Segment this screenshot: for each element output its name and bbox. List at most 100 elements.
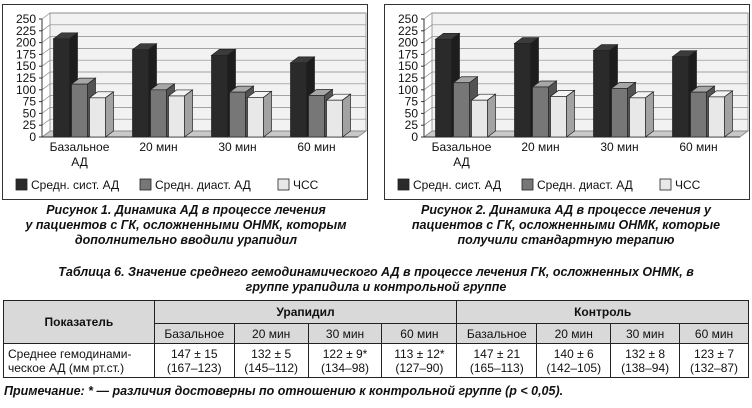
x-tick-label: 20 мин bbox=[521, 140, 559, 154]
subheader-cell: 60 мин bbox=[679, 323, 749, 344]
y-tick-label: 25 bbox=[23, 118, 37, 132]
y-tick-label: 225 bbox=[16, 24, 36, 38]
y-tick-label: 175 bbox=[398, 47, 418, 61]
legend-label: Средн. сист. АД bbox=[413, 178, 501, 192]
legend-label: ЧСС bbox=[293, 178, 319, 192]
bar bbox=[53, 38, 70, 138]
bar bbox=[89, 97, 106, 138]
bar bbox=[514, 43, 531, 138]
gridline bbox=[41, 36, 366, 43]
y-tick-label: 50 bbox=[23, 106, 37, 120]
legend-swatch bbox=[659, 178, 672, 191]
bar bbox=[708, 96, 725, 138]
legend-swatch bbox=[277, 178, 290, 191]
table-cell: 147 ± 21 (165–113) bbox=[456, 343, 538, 378]
bar bbox=[132, 49, 149, 138]
gridline bbox=[423, 24, 748, 32]
x-tick-label: АД bbox=[453, 155, 470, 169]
bar bbox=[308, 95, 325, 138]
cell-range: (142–105) bbox=[546, 360, 602, 375]
cell-mean: 140 ± 6 bbox=[553, 346, 594, 361]
table-cell: 132 ± 5 (145–112) bbox=[233, 343, 309, 378]
y-tick-label: 75 bbox=[23, 95, 37, 109]
x-tick-label: Базальное bbox=[432, 140, 492, 154]
gridline bbox=[423, 48, 748, 55]
cell-mean: 132 ± 5 bbox=[251, 346, 292, 361]
bar-side bbox=[184, 89, 193, 138]
cell-mean: 113 ± 12* bbox=[394, 346, 445, 361]
y-tick-label: 175 bbox=[16, 47, 36, 61]
y-tick-label: 150 bbox=[398, 59, 418, 73]
x-tick-label: 60 мин bbox=[679, 140, 717, 154]
legend-label: Средн. диаст. АД bbox=[155, 178, 251, 192]
subheader-cell: Базальное bbox=[153, 323, 235, 344]
cell-mean: 147 ± 21 bbox=[473, 346, 521, 361]
table-note: Примечание: * — различия достоверны по о… bbox=[4, 384, 564, 398]
caption-line: Рисунок 1. Динамика АД в процессе лечени… bbox=[46, 203, 326, 217]
bar bbox=[150, 89, 167, 138]
gridline bbox=[41, 71, 366, 79]
cell-range: (165–113) bbox=[469, 360, 524, 375]
y-tick-label: 25 bbox=[405, 118, 419, 132]
cell-mean: 147 ± 15 bbox=[170, 346, 218, 361]
cell-range: (127–90) bbox=[395, 360, 444, 375]
bar bbox=[326, 99, 343, 138]
gridline bbox=[423, 83, 748, 91]
gridline bbox=[423, 12, 748, 20]
figure-1-caption: Рисунок 1. Динамика АД в процессе лечени… bbox=[0, 203, 372, 248]
y-tick-label: 225 bbox=[398, 24, 418, 38]
gridline bbox=[423, 59, 748, 67]
subheader-cell: Базальное bbox=[456, 323, 538, 344]
legend-label: Средн. диаст. АД bbox=[537, 178, 633, 192]
row-label-line: ческое АД (мм рт.ст.) bbox=[8, 360, 125, 375]
bar-side bbox=[645, 91, 654, 138]
bar bbox=[550, 96, 567, 138]
caption-line: Рисунок 2. Динамика АД в процессе лечени… bbox=[421, 203, 711, 217]
legend-swatch bbox=[521, 178, 534, 191]
y-tick-label: 250 bbox=[16, 12, 36, 26]
y-tick-label: 50 bbox=[405, 106, 419, 120]
bar bbox=[611, 88, 628, 138]
gridline bbox=[41, 12, 366, 20]
subheader-cell: 60 мин bbox=[381, 323, 458, 344]
figure-1-chart: 0 25 50 75 100 125 150 175 200 225 250 Базальное АД 2… bbox=[2, 4, 368, 200]
figure-2-chart: 0 25 50 75 100 125 150 175 200 225 250 Базальное АД 2… bbox=[384, 4, 750, 200]
gridline bbox=[41, 59, 366, 67]
y-tick-label: 150 bbox=[16, 59, 36, 73]
y-tick-label: 75 bbox=[405, 95, 419, 109]
cell-range: (145–112) bbox=[244, 360, 299, 375]
bar-side bbox=[342, 93, 351, 138]
bar-side bbox=[105, 91, 114, 138]
cell-mean: 123 ± 7 bbox=[694, 346, 734, 361]
subheader-cell: 20 мин bbox=[536, 323, 612, 344]
cell-range: (134–98) bbox=[321, 360, 370, 375]
x-tick-label: 30 мин bbox=[218, 140, 256, 154]
table-cell: 122 ± 9* (134–98) bbox=[307, 343, 383, 378]
y-tick-label: 0 bbox=[29, 130, 36, 144]
y-tick-label: 200 bbox=[398, 36, 418, 50]
cell-range: (138–94) bbox=[621, 360, 670, 375]
header-parameter: Показатель bbox=[3, 300, 155, 344]
x-tick-label: АД bbox=[71, 155, 88, 169]
gridline bbox=[41, 48, 366, 55]
cell-mean: 122 ± 9* bbox=[322, 346, 368, 361]
legend-label: ЧСС bbox=[675, 178, 701, 192]
caption-line: Таблица 6. Значение среднего гемодинамич… bbox=[58, 265, 694, 279]
bar bbox=[690, 91, 707, 138]
gridline bbox=[423, 36, 748, 43]
caption-line: получили стандартную терапию bbox=[457, 233, 675, 247]
bar bbox=[532, 86, 549, 138]
bar bbox=[229, 91, 246, 138]
table-cell: 113 ± 12* (127–90) bbox=[381, 343, 458, 378]
y-tick-label: 200 bbox=[16, 36, 36, 50]
y-tick-label: 100 bbox=[16, 83, 36, 97]
bar bbox=[629, 97, 646, 138]
bar bbox=[593, 50, 610, 138]
subheader-cell: 30 мин bbox=[610, 323, 681, 344]
y-tick-label: 125 bbox=[398, 71, 418, 85]
row-label-line: Среднее гемодинами- bbox=[8, 346, 132, 361]
header-group-control: Контроль bbox=[456, 300, 749, 324]
y-tick-label: 250 bbox=[398, 12, 418, 26]
bar bbox=[71, 83, 88, 138]
